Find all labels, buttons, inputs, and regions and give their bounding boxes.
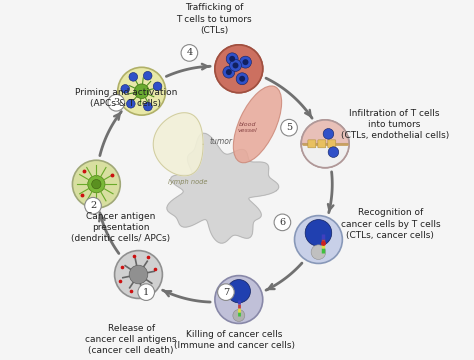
Circle shape — [129, 265, 148, 284]
Circle shape — [181, 45, 198, 61]
Ellipse shape — [233, 86, 282, 163]
Circle shape — [218, 284, 234, 301]
Polygon shape — [153, 113, 203, 176]
Circle shape — [274, 214, 291, 231]
Text: blood
vessel: blood vessel — [237, 122, 257, 133]
Circle shape — [294, 216, 342, 264]
Circle shape — [305, 220, 332, 246]
Circle shape — [243, 59, 248, 65]
Text: Trafficking of
T cells to tumors
(CTLs): Trafficking of T cells to tumors (CTLs) — [176, 4, 252, 35]
Wedge shape — [301, 144, 349, 168]
Circle shape — [223, 66, 235, 78]
Circle shape — [127, 99, 135, 108]
Circle shape — [91, 180, 101, 189]
Circle shape — [311, 245, 326, 260]
Circle shape — [138, 284, 155, 301]
Text: 6: 6 — [279, 218, 285, 227]
Circle shape — [129, 73, 137, 81]
Text: tumor: tumor — [210, 137, 232, 146]
Text: Release of
cancer cell antigens
(cancer cell death): Release of cancer cell antigens (cancer … — [85, 324, 177, 355]
Circle shape — [281, 120, 297, 136]
Circle shape — [118, 67, 165, 115]
Circle shape — [215, 45, 263, 93]
Text: Recognition of
cancer cells by T cells
(CTLs, cancer cells): Recognition of cancer cells by T cells (… — [340, 208, 440, 240]
Text: 3: 3 — [113, 98, 119, 107]
Text: 5: 5 — [286, 123, 292, 132]
Text: 7: 7 — [223, 288, 229, 297]
Circle shape — [233, 310, 245, 321]
Circle shape — [226, 69, 232, 75]
Text: 2: 2 — [90, 201, 96, 210]
Circle shape — [215, 45, 263, 93]
Circle shape — [229, 59, 241, 71]
Polygon shape — [167, 133, 279, 243]
Circle shape — [143, 71, 152, 80]
Circle shape — [115, 251, 163, 298]
Text: Cancer antigen
presentation
(dendritic cells/ APCs): Cancer antigen presentation (dendritic c… — [72, 212, 171, 243]
Circle shape — [73, 160, 120, 208]
Text: 1: 1 — [143, 288, 149, 297]
Circle shape — [227, 280, 250, 303]
Wedge shape — [301, 120, 349, 144]
Circle shape — [144, 102, 152, 111]
Circle shape — [153, 82, 162, 91]
Circle shape — [215, 276, 263, 323]
Circle shape — [301, 120, 349, 168]
Circle shape — [108, 94, 125, 111]
Text: lymph node: lymph node — [168, 179, 208, 185]
Circle shape — [233, 63, 238, 68]
Circle shape — [239, 56, 251, 68]
Circle shape — [229, 56, 235, 62]
Text: Infiltration of T cells
into tumors
(CTLs, endothelial cells): Infiltration of T cells into tumors (CTL… — [340, 109, 449, 140]
FancyBboxPatch shape — [318, 140, 326, 148]
Circle shape — [239, 76, 245, 82]
Circle shape — [323, 129, 334, 139]
Text: 4: 4 — [186, 49, 192, 58]
FancyBboxPatch shape — [328, 140, 336, 148]
Circle shape — [88, 176, 105, 193]
FancyBboxPatch shape — [308, 140, 316, 148]
Circle shape — [134, 84, 149, 99]
Circle shape — [85, 197, 101, 214]
Circle shape — [226, 53, 238, 65]
Text: Killing of cancer cells
(Immune and cancer cells): Killing of cancer cells (Immune and canc… — [174, 330, 295, 350]
Text: Priming and activation
(APCs & T cells): Priming and activation (APCs & T cells) — [75, 88, 177, 108]
Circle shape — [121, 85, 129, 93]
Circle shape — [328, 147, 339, 157]
Circle shape — [236, 73, 248, 85]
